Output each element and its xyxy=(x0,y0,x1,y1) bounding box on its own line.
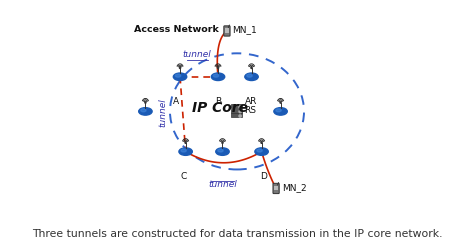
FancyBboxPatch shape xyxy=(274,186,278,190)
Circle shape xyxy=(185,142,186,143)
Circle shape xyxy=(239,110,241,113)
Circle shape xyxy=(218,67,219,68)
Ellipse shape xyxy=(173,73,187,80)
FancyBboxPatch shape xyxy=(231,104,242,108)
Text: IP Core: IP Core xyxy=(192,101,248,115)
Ellipse shape xyxy=(141,109,146,112)
FancyBboxPatch shape xyxy=(231,109,242,113)
Ellipse shape xyxy=(218,149,223,152)
FancyBboxPatch shape xyxy=(225,28,228,33)
Ellipse shape xyxy=(213,74,219,77)
Ellipse shape xyxy=(274,108,287,115)
Circle shape xyxy=(180,67,181,68)
Circle shape xyxy=(251,67,252,68)
Text: tunnel: tunnel xyxy=(183,50,211,59)
Text: MN_2: MN_2 xyxy=(282,183,306,192)
Circle shape xyxy=(222,142,223,143)
Text: A: A xyxy=(173,97,179,106)
Circle shape xyxy=(145,102,146,103)
Text: Three tunnels are constructed for data transmission in the IP core network.: Three tunnels are constructed for data t… xyxy=(32,229,442,239)
Text: Access Network: Access Network xyxy=(134,25,219,34)
Text: AR: AR xyxy=(246,97,258,106)
Ellipse shape xyxy=(245,73,258,80)
Ellipse shape xyxy=(216,148,229,155)
Circle shape xyxy=(239,115,241,117)
Text: MN_1: MN_1 xyxy=(233,25,257,34)
Ellipse shape xyxy=(175,74,181,77)
Ellipse shape xyxy=(179,148,192,155)
Text: tunnel: tunnel xyxy=(208,180,237,188)
Ellipse shape xyxy=(247,74,252,77)
Ellipse shape xyxy=(211,73,225,80)
Circle shape xyxy=(280,102,281,103)
Ellipse shape xyxy=(257,149,262,152)
FancyBboxPatch shape xyxy=(273,183,279,194)
Text: B: B xyxy=(215,97,221,106)
Text: tunnel: tunnel xyxy=(159,98,168,127)
FancyBboxPatch shape xyxy=(231,113,242,117)
Ellipse shape xyxy=(255,148,268,155)
FancyBboxPatch shape xyxy=(224,26,230,36)
Text: RS: RS xyxy=(244,106,256,115)
Text: C: C xyxy=(180,172,186,181)
Text: D: D xyxy=(260,172,267,181)
Circle shape xyxy=(261,142,262,143)
Circle shape xyxy=(239,106,241,108)
Ellipse shape xyxy=(139,108,152,115)
Ellipse shape xyxy=(181,149,186,152)
Ellipse shape xyxy=(276,109,281,112)
